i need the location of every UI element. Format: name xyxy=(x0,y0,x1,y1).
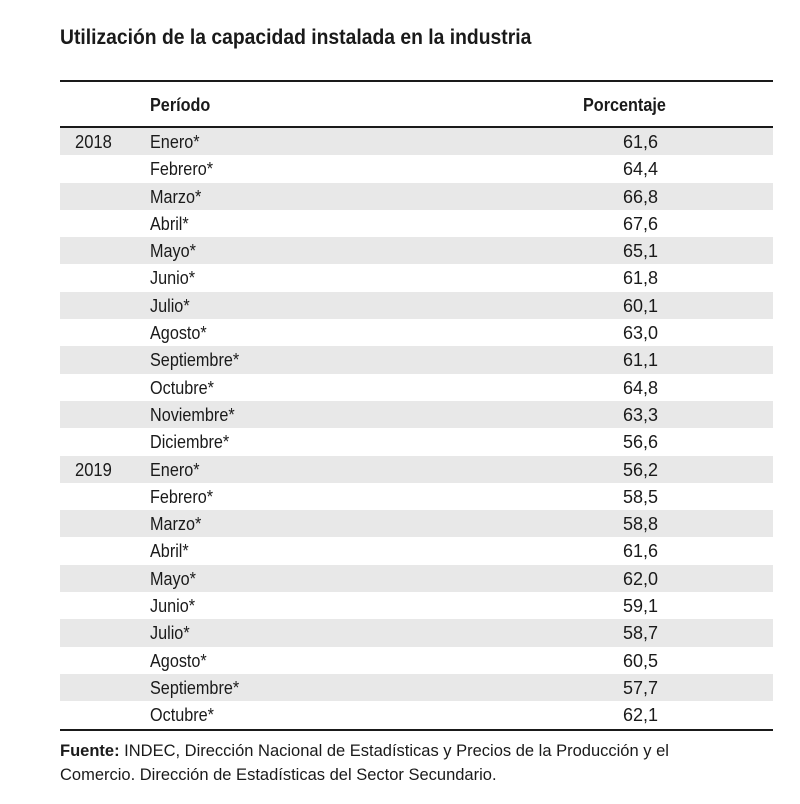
row-month: Octubre* xyxy=(150,377,214,398)
table-row: Julio* 60,1 xyxy=(60,291,773,320)
row-month: Febrero* xyxy=(150,159,214,180)
row-month: Enero* xyxy=(150,459,200,480)
row-year: 2019 xyxy=(75,459,112,480)
row-value: 61,6 xyxy=(622,541,658,562)
row-month: Abril* xyxy=(150,541,189,562)
table-row: Septiembre* 61,1 xyxy=(60,346,773,374)
table-row: Octubre* 64,8 xyxy=(60,374,773,401)
row-value: 60,5 xyxy=(622,650,658,671)
row-value: 62,1 xyxy=(622,705,658,726)
row-value: 67,6 xyxy=(622,213,658,234)
table-top-rule xyxy=(60,80,773,82)
table-row: 2018 Enero* 61,6 xyxy=(60,128,773,156)
row-value: 63,0 xyxy=(622,323,658,344)
row-month: Junio* xyxy=(150,596,196,617)
capacity-table: Período Porcentaje 2018 Enero* 61,6 Febrero… xyxy=(60,80,773,731)
row-month: Julio* xyxy=(150,295,190,316)
source-line-1: Fuente: INDEC, Dirección Nacional de Est… xyxy=(60,739,780,763)
row-value: 58,8 xyxy=(622,514,658,535)
table-row: Agosto* 63,0 xyxy=(60,319,773,346)
row-value: 60,1 xyxy=(622,295,658,316)
table-row: Marzo* 66,8 xyxy=(60,182,773,210)
row-value: 63,3 xyxy=(622,404,658,425)
table-row: Noviembre* 63,3 xyxy=(60,400,773,429)
table-row: Junio* 59,1 xyxy=(60,592,773,619)
row-month: Diciembre* xyxy=(150,432,230,453)
row-value: 64,8 xyxy=(622,377,658,398)
source-line-2: Comercio. Dirección de Estadísticas del … xyxy=(60,766,497,784)
row-value: 64,4 xyxy=(622,159,658,180)
row-month: Agosto* xyxy=(150,323,207,344)
table-row: Septiembre* 57,7 xyxy=(60,673,773,702)
row-value: 56,2 xyxy=(622,459,658,480)
table-row: Febrero* 58,5 xyxy=(60,483,773,510)
table-title: Utilización de la capacidad instalada en… xyxy=(60,26,532,49)
row-month: Septiembre* xyxy=(150,350,240,371)
row-month: Enero* xyxy=(150,132,200,152)
table-row: Junio* 61,8 xyxy=(60,264,773,291)
row-month: Agosto* xyxy=(150,650,207,671)
row-month: Mayo* xyxy=(150,241,196,262)
row-month: Abril* xyxy=(150,213,189,234)
table-row: Marzo* 58,8 xyxy=(60,510,773,538)
table-row: Mayo* 65,1 xyxy=(60,237,773,265)
row-year: 2018 xyxy=(75,132,112,152)
table-bottom-rule xyxy=(60,728,773,731)
row-value: 58,7 xyxy=(622,623,658,644)
row-value: 61,1 xyxy=(622,350,658,371)
row-month: Octubre* xyxy=(150,705,214,726)
table-body: 2018 Enero* 61,6 Febrero* 64,4 Marzo* 66,8 Abri… xyxy=(60,128,773,729)
row-value: 59,1 xyxy=(622,596,658,617)
source-label: Fuente: xyxy=(60,742,120,760)
table-row: Agosto* 60,5 xyxy=(60,647,773,674)
row-month: Marzo* xyxy=(150,186,202,207)
table-row: Diciembre* 56,6 xyxy=(60,428,773,455)
table-row: Abril* 61,6 xyxy=(60,537,773,564)
row-month: Septiembre* xyxy=(150,677,240,698)
row-month: Junio* xyxy=(150,268,196,289)
row-month: Febrero* xyxy=(150,486,214,507)
table-header-rule xyxy=(60,126,773,128)
table-row: Abril* 67,6 xyxy=(60,210,773,237)
row-value: 66,8 xyxy=(622,186,658,207)
header-period: Período xyxy=(150,95,211,115)
source-text-1: INDEC, Dirección Nacional de Estadística… xyxy=(119,742,669,760)
row-value: 62,0 xyxy=(622,568,658,589)
table-header: Período Porcentaje xyxy=(60,82,773,126)
row-month: Mayo* xyxy=(150,568,196,589)
table-row: 2019 Enero* 56,2 xyxy=(60,455,773,483)
source-note: Fuente: INDEC, Dirección Nacional de Est… xyxy=(60,739,780,787)
row-month: Marzo* xyxy=(150,514,202,535)
row-month: Noviembre* xyxy=(150,404,235,425)
row-value: 61,8 xyxy=(622,268,658,289)
table-row: Julio* 58,7 xyxy=(60,619,773,647)
table-row: Febrero* 64,4 xyxy=(60,155,773,182)
row-value: 58,5 xyxy=(622,486,658,507)
row-month: Julio* xyxy=(150,623,190,644)
row-value: 57,7 xyxy=(622,677,658,698)
row-value: 61,6 xyxy=(622,132,658,152)
table-row: Mayo* 62,0 xyxy=(60,564,773,593)
header-percentage: Porcentaje xyxy=(583,95,666,115)
row-value: 65,1 xyxy=(622,241,658,262)
table-row: Octubre* 62,1 xyxy=(60,701,773,728)
row-value: 56,6 xyxy=(622,432,658,453)
